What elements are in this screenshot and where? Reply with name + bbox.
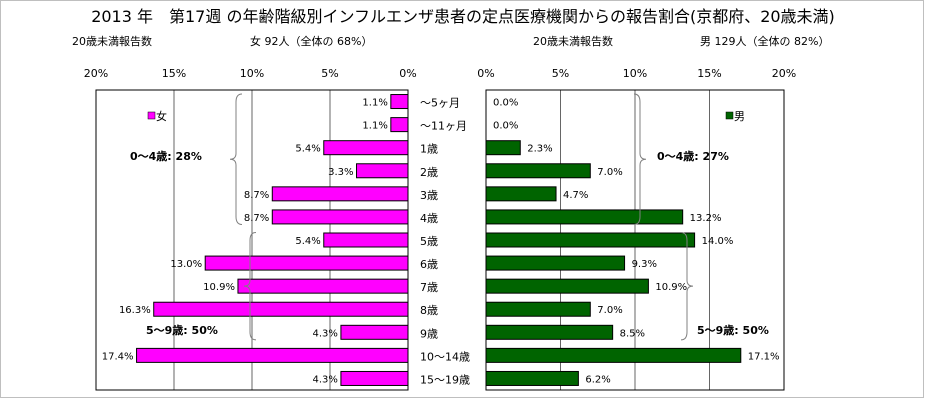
female-data-label: 17.4% — [102, 351, 134, 362]
female-bar — [323, 140, 409, 156]
female-bar — [390, 94, 409, 110]
female-bar — [153, 301, 409, 317]
male-x-tick-label: 20% — [772, 67, 796, 80]
male-bar — [485, 140, 521, 156]
female-data-label: 8.7% — [244, 213, 269, 224]
female-bar — [340, 370, 409, 386]
female-x-tick-label: 15% — [162, 67, 186, 80]
age-category-label: 9歳 — [420, 327, 438, 340]
age-category-label: 15～19歳 — [420, 373, 470, 386]
female-x-tick-label: 20% — [84, 67, 108, 80]
male-0-4-annotation: 0～4歳: 27% — [657, 149, 729, 163]
male-data-label: 0.0% — [493, 98, 518, 109]
male-5-9-bracket — [680, 231, 694, 341]
female-bar — [323, 232, 409, 248]
male-bar — [485, 186, 557, 202]
male-bar — [485, 370, 579, 386]
female-x-tick-label: 0% — [399, 67, 416, 80]
male-bar — [485, 163, 591, 179]
male-bar — [485, 278, 649, 294]
male-summary: 男 129人（全体の 82%） — [700, 35, 830, 48]
female-data-label: 4.3% — [313, 374, 338, 385]
female-data-label: 3.3% — [328, 167, 353, 178]
male-data-label: 10.9% — [655, 282, 687, 293]
male-5-9-annotation: 5～9歳: 50% — [697, 323, 769, 337]
female-5-9-annotation: 5～9歳: 50% — [146, 323, 218, 337]
female-bar — [237, 278, 409, 294]
female-data-label: 1.1% — [362, 98, 387, 109]
male-data-label: 0.0% — [493, 121, 518, 132]
age-category-label: 1歳 — [420, 143, 438, 156]
age-category-label: ～11ヶ月 — [420, 120, 467, 133]
female-0-4-annotation: 0～4歳: 28% — [130, 149, 202, 163]
age-category-label: 10～14歳 — [420, 350, 470, 363]
male-data-label: 8.5% — [620, 328, 645, 339]
female-data-label: 10.9% — [203, 282, 235, 293]
age-category-label: ～5ヶ月 — [420, 97, 460, 110]
female-bar — [390, 117, 409, 133]
group-annotations: 0～4歳: 28% 5～9歳: 50% 0～4歳: 27% 5～9歳: 50% — [130, 93, 769, 341]
female-data-label: 8.7% — [244, 190, 269, 201]
male-x-tick-label: 0% — [477, 67, 494, 80]
age-category-label: 2歳 — [420, 166, 438, 179]
female-bar — [204, 255, 409, 271]
male-data-label: 6.2% — [585, 374, 610, 385]
left-count-label: 20歳未満報告数 — [72, 35, 152, 48]
male-data-label: 4.7% — [563, 190, 588, 201]
age-category-label: 6歳 — [420, 258, 438, 271]
male-bar — [485, 301, 591, 317]
male-bar — [485, 324, 614, 340]
female-data-label: 1.1% — [362, 121, 387, 132]
right-count-label: 20歳未満報告数 — [533, 35, 613, 48]
female-bar — [136, 347, 409, 363]
male-0-4-bracket — [633, 93, 647, 225]
female-x-tick-label: 10% — [240, 67, 264, 80]
female-bar — [271, 186, 409, 202]
female-bar — [340, 324, 409, 340]
female-data-label: 13.0% — [170, 259, 202, 270]
female-data-label: 5.4% — [295, 236, 320, 247]
age-category-label: 5歳 — [420, 235, 438, 248]
age-category-labels: ～5ヶ月 ～11ヶ月 1歳 2歳 3歳 4歳 5歳 6歳 7歳 8歳 9歳 10～14歳 15～19歳 — [420, 97, 470, 387]
male-data-label: 7.0% — [597, 305, 622, 316]
female-summary: 女 92人（全体の 68%） — [250, 35, 373, 48]
age-category-label: 7歳 — [420, 281, 438, 294]
age-category-label: 8歳 — [420, 304, 438, 317]
female-legend-swatch — [147, 111, 156, 120]
female-5-9-bracket — [243, 231, 257, 341]
male-legend-swatch — [725, 111, 734, 120]
male-data-label: 14.0% — [702, 236, 734, 247]
chart-title: 2013 年 第17週 の年齢階級別インフルエンザ患者の定点医療機関からの報告割… — [91, 7, 835, 26]
female-0-4-bracket — [229, 93, 243, 225]
male-legend-label: 男 — [734, 110, 745, 123]
male-x-tick-label: 15% — [697, 67, 721, 80]
male-data-label: 17.1% — [748, 351, 780, 362]
male-x-tick-label: 10% — [623, 67, 647, 80]
female-x-tick-label: 5% — [321, 67, 338, 80]
age-category-label: 4歳 — [420, 212, 438, 225]
male-x-tick-label: 5% — [552, 67, 569, 80]
female-data-label: 16.3% — [119, 305, 151, 316]
male-data-label: 7.0% — [597, 167, 622, 178]
male-data-label: 9.3% — [632, 259, 657, 270]
male-bar — [485, 209, 684, 225]
male-data-label: 13.2% — [690, 213, 722, 224]
female-bar — [356, 163, 409, 179]
female-plot-area: 20% 15% 10% 5% 0% 1.1% 1.1% 5.4% 3.3% 8.7% 8.7% 5.4… — [84, 67, 417, 391]
female-legend-label: 女 — [156, 109, 167, 123]
female-bar — [271, 209, 409, 225]
male-data-label: 2.3% — [527, 144, 552, 155]
male-bar — [485, 232, 696, 248]
male-bar — [485, 347, 742, 363]
age-category-label: 3歳 — [420, 189, 438, 202]
male-bar — [485, 255, 626, 271]
female-data-label: 4.3% — [313, 328, 338, 339]
female-data-label: 5.4% — [295, 144, 320, 155]
male-plot-area: 0% 5% 10% 15% 20% 0.0% 0.0% 2.3% 7.0% 4.7% 13.2% 14… — [477, 67, 796, 391]
